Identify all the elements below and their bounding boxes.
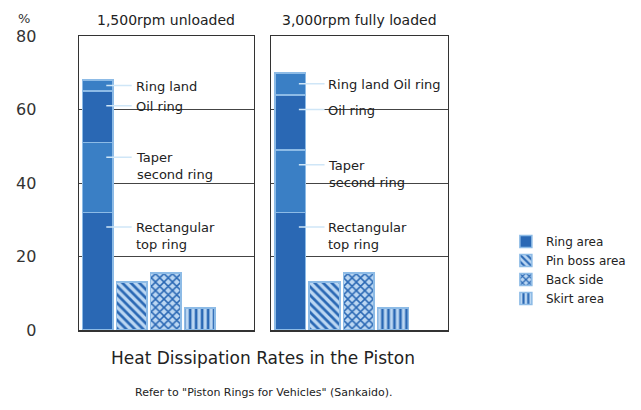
svg-text:60: 60 (16, 100, 36, 119)
svg-text:Oil ring: Oil ring (328, 103, 375, 118)
svg-text:Ring land: Ring land (136, 79, 197, 94)
svg-text:0: 0 (26, 321, 36, 340)
svg-text:%: % (18, 11, 30, 26)
svg-text:40: 40 (16, 174, 36, 193)
svg-text:Tapersecond ring: Tapersecond ring (136, 150, 213, 182)
svg-text:Ring area: Ring area (546, 235, 603, 249)
svg-text:80: 80 (16, 27, 36, 46)
svg-text:Skirt area: Skirt area (546, 292, 604, 306)
svg-text:3,000rpm fully loaded: 3,000rpm fully loaded (282, 12, 437, 28)
svg-text:20: 20 (16, 247, 36, 266)
svg-text:Refer to "Piston Rings for Veh: Refer to "Piston Rings for Vehicles" (Sa… (135, 386, 392, 399)
svg-text:Heat Dissipation Rates in the: Heat Dissipation Rates in the Piston (111, 348, 415, 368)
svg-text:Rectangulartop ring: Rectangulartop ring (328, 220, 407, 252)
svg-text:Pin boss area: Pin boss area (546, 254, 626, 268)
svg-text:Rectangulartop ring: Rectangulartop ring (136, 220, 215, 252)
svg-text:Ring land Oil ring: Ring land Oil ring (328, 77, 441, 92)
svg-text:1,500rpm unloaded: 1,500rpm unloaded (97, 12, 235, 28)
svg-text:Tapersecond ring: Tapersecond ring (328, 158, 405, 190)
svg-text:Back side: Back side (546, 273, 604, 287)
svg-text:Oil ring: Oil ring (136, 99, 183, 114)
